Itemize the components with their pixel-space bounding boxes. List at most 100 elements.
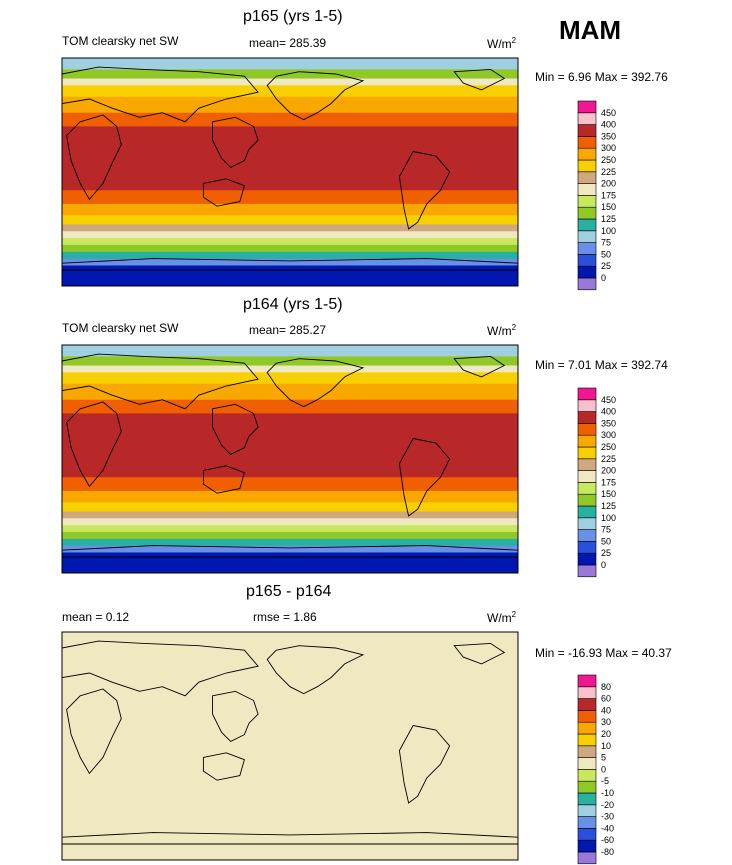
panel-3-title: p165 - p164 — [246, 583, 332, 600]
map-band-2-11 — [62, 518, 518, 526]
legend-label-1-7: 175 — [601, 190, 616, 200]
map-band-2-16 — [62, 552, 518, 574]
coastline-3-2 — [398, 724, 451, 804]
map-band-3-0 — [62, 632, 518, 861]
coastline-3-7 — [61, 832, 519, 845]
legend-swatch-3-2 — [577, 828, 597, 841]
panel-3-minmax: Min = -16.93 Max = 40.37 — [535, 647, 672, 659]
map-band-1-0 — [62, 58, 518, 70]
legend-swatch-3-11 — [577, 721, 597, 735]
legend-label-3-13: 60 — [601, 694, 611, 704]
map-band-1-3 — [62, 85, 518, 98]
legend-label-2-1: 25 — [601, 548, 611, 558]
panel-2-title: p164 (yrs 1-5) — [243, 296, 343, 313]
legend-swatch-3-7 — [577, 769, 597, 782]
coastline-1-7 — [61, 258, 519, 271]
legend-label-3-12: 40 — [601, 705, 611, 715]
map-band-2-4 — [62, 383, 518, 401]
map-band-1-16 — [62, 265, 518, 287]
panel-1-min: Min = 6.96 — [535, 70, 592, 84]
legend-swatch-3-12 — [577, 710, 597, 723]
map-band-1-11 — [62, 231, 518, 239]
legend-label-1-3: 75 — [601, 238, 611, 248]
map-band-2-6 — [62, 413, 518, 478]
map-band-2-8 — [62, 490, 518, 503]
legend-swatch-2-15 — [577, 387, 597, 401]
legend-label-2-13: 400 — [601, 407, 616, 417]
map-panel-2 — [61, 344, 519, 574]
map-band-2-10 — [62, 511, 518, 519]
legend-swatch-2-6 — [577, 493, 597, 507]
map-band-1-6 — [62, 126, 518, 191]
legend-label-2-9: 225 — [601, 454, 616, 464]
panel-3-units-sup: 2 — [511, 610, 517, 619]
legend-swatch-3-13 — [577, 698, 597, 711]
legend-swatch-2-5 — [577, 505, 597, 519]
legend-label-1-10: 250 — [601, 155, 616, 165]
coastline-2-5 — [202, 465, 245, 494]
legend-swatch-3-5 — [577, 792, 597, 806]
map-band-1-10 — [62, 224, 518, 232]
legend-swatch-2-8 — [577, 470, 597, 483]
legend-swatch-2-7 — [577, 482, 597, 495]
legend-swatch-1-0 — [577, 277, 597, 291]
map-frame-1 — [61, 57, 519, 287]
panel-1-minmax: Min = 6.96 Max = 392.76 — [535, 71, 668, 83]
legend-label-1-1: 25 — [601, 261, 611, 271]
legend-label-1-13: 400 — [601, 120, 616, 130]
legend-label-1-6: 150 — [601, 202, 616, 212]
legend-label-3-5: -10 — [601, 788, 614, 798]
panel-2-variable-label: TOM clearsky net SW — [62, 321, 179, 335]
map-band-2-5 — [62, 399, 518, 414]
map-band-2-12 — [62, 525, 518, 533]
coastline-3-3 — [66, 688, 122, 775]
legend-label-3-0: -80 — [601, 847, 614, 857]
coastline-1-4 — [61, 66, 259, 123]
coastline-3-6 — [453, 642, 506, 665]
map-band-1-1 — [62, 69, 518, 80]
map-frame-3 — [61, 631, 519, 861]
panel-2-units: W/m2 — [487, 324, 516, 338]
legend-label-2-5: 125 — [601, 501, 616, 511]
map-band-1-13 — [62, 244, 518, 253]
legend-label-1-0: 0 — [601, 273, 606, 283]
legend-swatch-1-12 — [577, 136, 597, 149]
legend-swatch-3-1 — [577, 839, 597, 853]
legend-swatch-1-9 — [577, 171, 597, 184]
panel-1-max: Max = 392.76 — [594, 70, 668, 84]
season-label: MAM — [559, 15, 622, 45]
coastline-2-1 — [212, 403, 259, 455]
panel-2-minmax: Min = 7.01 Max = 392.74 — [535, 359, 668, 371]
legend-label-1-11: 300 — [601, 143, 616, 153]
legend-label-3-11: 30 — [601, 717, 611, 727]
map-frame-2 — [61, 344, 519, 574]
panel-2-max: Max = 392.74 — [594, 358, 668, 372]
map-band-1-5 — [62, 112, 518, 127]
legend-swatch-1-5 — [577, 218, 597, 232]
legend-swatch-2-10 — [577, 446, 597, 460]
legend-swatch-2-0 — [577, 564, 597, 578]
legend-swatch-1-4 — [577, 230, 597, 243]
map-band-2-9 — [62, 502, 518, 512]
legend-swatch-2-9 — [577, 458, 597, 471]
legend-label-3-7: 0 — [601, 764, 606, 774]
map-band-2-0 — [62, 345, 518, 357]
map-panel-1 — [61, 57, 519, 287]
legend-label-3-9: 10 — [601, 741, 611, 751]
legend-swatch-3-3 — [577, 816, 597, 829]
panel-3-rmse-label: rmse = 1.86 — [253, 610, 317, 624]
coastline-1-1 — [212, 116, 259, 168]
legend-swatch-2-1 — [577, 552, 597, 566]
legend-label-2-7: 175 — [601, 477, 616, 487]
coastline-1-6 — [453, 68, 506, 91]
map-band-1-9 — [62, 215, 518, 225]
legend-label-3-6: -5 — [601, 776, 609, 786]
legend-swatch-2-2 — [577, 541, 597, 554]
legend-swatch-3-8 — [577, 757, 597, 770]
legend-swatch-1-11 — [577, 147, 597, 161]
legend-swatch-2-13 — [577, 411, 597, 424]
map-band-1-4 — [62, 96, 518, 114]
legend-label-2-10: 250 — [601, 442, 616, 452]
